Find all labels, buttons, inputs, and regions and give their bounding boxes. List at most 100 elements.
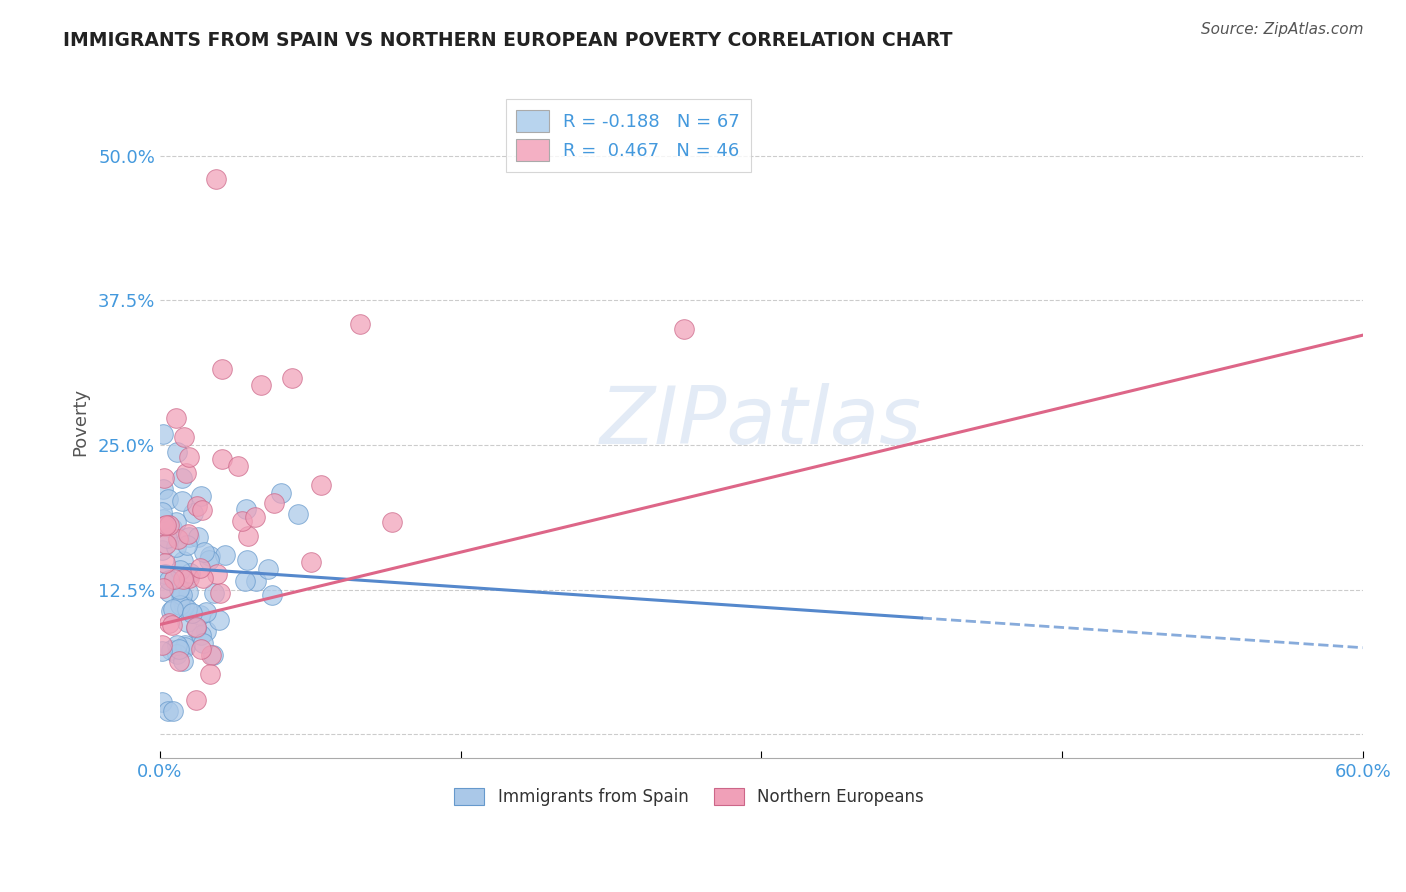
Point — [167, 641, 190, 656]
Legend: Immigrants from Spain, Northern Europeans: Immigrants from Spain, Northern European… — [447, 781, 931, 814]
Point — [250, 378, 273, 392]
Point — [184, 620, 207, 634]
Point — [173, 430, 195, 444]
Point — [162, 704, 184, 718]
Point — [170, 589, 193, 603]
Point — [233, 574, 256, 589]
Point — [172, 554, 194, 568]
Point — [152, 581, 174, 595]
Point — [190, 489, 212, 503]
Point — [257, 562, 280, 576]
Point — [152, 512, 174, 526]
Point — [157, 704, 180, 718]
Point — [150, 694, 173, 708]
Point — [193, 570, 215, 584]
Point — [157, 616, 180, 631]
Point — [176, 601, 198, 615]
Point — [235, 502, 257, 516]
Point — [157, 518, 180, 533]
Point — [166, 532, 188, 546]
Text: Source: ZipAtlas.com: Source: ZipAtlas.com — [1201, 22, 1364, 37]
Point — [177, 526, 200, 541]
Point — [207, 613, 229, 627]
Point — [287, 508, 309, 522]
Point — [179, 566, 201, 580]
Point — [155, 518, 177, 533]
Point — [157, 491, 180, 506]
Point — [177, 530, 200, 544]
Point — [160, 604, 183, 618]
Point — [186, 693, 208, 707]
Point — [197, 553, 219, 567]
Point — [211, 362, 233, 376]
Point — [204, 585, 226, 599]
Point — [190, 503, 212, 517]
Y-axis label: Poverty: Poverty — [72, 388, 89, 456]
Point — [262, 588, 284, 602]
Point — [165, 515, 187, 529]
Point — [173, 640, 195, 654]
Point — [299, 555, 322, 569]
Point — [672, 322, 695, 336]
Point — [381, 515, 404, 529]
Point — [177, 571, 200, 585]
Point — [184, 621, 207, 635]
Point — [263, 496, 285, 510]
Point — [167, 582, 190, 596]
Point — [201, 648, 224, 662]
Point — [200, 648, 222, 662]
Point — [211, 452, 233, 467]
Point — [155, 537, 177, 551]
Point — [187, 530, 209, 544]
Point — [153, 519, 176, 533]
Point — [177, 585, 200, 599]
Point — [176, 615, 198, 629]
Point — [188, 560, 211, 574]
Point — [150, 644, 173, 658]
Text: IMMIGRANTS FROM SPAIN VS NORTHERN EUROPEAN POVERTY CORRELATION CHART: IMMIGRANTS FROM SPAIN VS NORTHERN EUROPE… — [63, 31, 953, 50]
Point — [191, 636, 214, 650]
Point — [174, 466, 197, 480]
Point — [309, 478, 332, 492]
Point — [166, 648, 188, 662]
Point — [245, 510, 267, 524]
Point — [157, 585, 180, 599]
Point — [195, 624, 218, 638]
Point — [173, 599, 195, 614]
Point — [172, 654, 194, 668]
Point — [245, 574, 267, 588]
Point — [150, 638, 173, 652]
Point — [165, 541, 187, 555]
Point — [169, 598, 191, 612]
Point — [349, 317, 371, 331]
Point — [169, 591, 191, 605]
Point — [186, 499, 208, 513]
Point — [281, 371, 304, 385]
Point — [176, 538, 198, 552]
Point — [181, 506, 204, 520]
Point — [205, 172, 228, 186]
Point — [167, 654, 190, 668]
Point — [190, 642, 212, 657]
Point — [209, 585, 232, 599]
Point — [198, 666, 221, 681]
Point — [170, 471, 193, 485]
Point — [159, 573, 181, 587]
Point — [235, 552, 257, 566]
Point — [160, 643, 183, 657]
Point — [156, 531, 179, 545]
Point — [163, 572, 186, 586]
Point — [150, 542, 173, 557]
Point — [153, 557, 176, 571]
Point — [270, 486, 292, 500]
Point — [198, 549, 221, 564]
Point — [190, 628, 212, 642]
Point — [172, 572, 194, 586]
Point — [205, 567, 228, 582]
Point — [194, 605, 217, 619]
Point — [188, 607, 211, 622]
Point — [193, 545, 215, 559]
Point — [181, 606, 204, 620]
Point — [169, 564, 191, 578]
Point — [165, 410, 187, 425]
